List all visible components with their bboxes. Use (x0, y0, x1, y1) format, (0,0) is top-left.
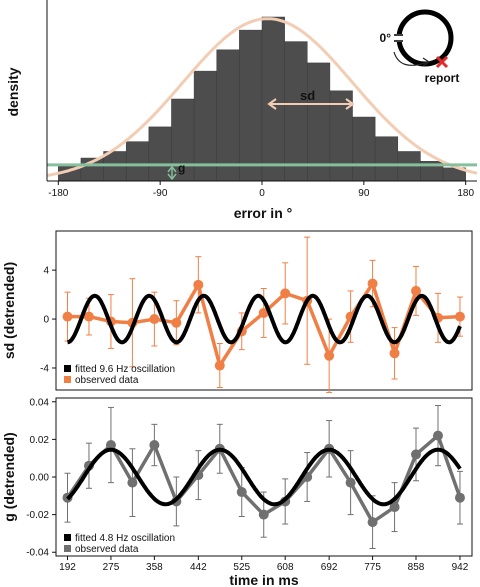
panel-sd-observed-point-4 (149, 314, 160, 325)
panel-sd-observed-point-16 (411, 285, 422, 296)
panel-g-legend-label-observed: observed data (75, 544, 139, 555)
ring-arrow (393, 51, 429, 66)
histogram-bar-9 (261, 16, 285, 182)
g-arrow-head-down (167, 173, 177, 181)
report-label: report (425, 71, 460, 85)
panel-sd-observed-point-1 (83, 311, 94, 322)
panel-g-observed-point-2 (105, 440, 116, 451)
panel-g-observed-point-8 (236, 487, 247, 498)
histogram-bar-13 (352, 116, 376, 182)
panel-g-legend-label-fit: fitted 4.8 Hz oscillation (75, 533, 175, 544)
x-tick-label-3: 442 (190, 562, 207, 573)
panel-sd-observed-point-12 (324, 350, 335, 361)
panel-g-ytick-label-3: -0.02 (26, 510, 49, 521)
panel-sd-observed-point-5 (171, 317, 182, 328)
report-cross-icon (435, 55, 449, 69)
histogram-bar-14 (374, 136, 399, 182)
panel-sd-ylabel: sd (detrended) (1, 262, 17, 359)
histogram-bar-8 (239, 29, 263, 182)
panel-g-observed-point-4 (149, 440, 160, 451)
gaussian-fit-curve (46, 17, 478, 177)
panel-g-ytick-label-4: -0.04 (26, 548, 49, 559)
panel-g-legend-swatch-observed (64, 545, 71, 552)
g-label: g (178, 161, 185, 175)
x-tick-label-7: 775 (364, 562, 381, 573)
panel-sd-legend-label-fit: fitted 9.6 Hz oscillation (75, 364, 175, 375)
panel-sd-observed-point-6 (193, 279, 204, 290)
g-arrow-head-up (167, 165, 177, 173)
panel-a-xtick-label-4: 180 (457, 188, 474, 199)
panel-g-ytick-label-2: 0.00 (30, 473, 50, 484)
x-tick-label-9: 942 (452, 562, 469, 573)
panel-a-xtick-label-2: 0 (259, 188, 265, 199)
panel-sd-observed-point-14 (367, 278, 378, 289)
panel-g-ytick-label-1: 0.02 (30, 435, 50, 446)
ring-zero-label: 0° (380, 31, 392, 45)
x-tick-label-0: 192 (59, 562, 76, 573)
panel-sd-observed-point-7 (214, 360, 225, 371)
panel-sd-legend-swatch-observed (64, 376, 71, 383)
panel-g-ytick-label-0: 0.04 (30, 397, 50, 408)
sd-arrow-head-left (267, 98, 277, 110)
panel-g-observed-point-16 (411, 449, 422, 460)
panel-g-fitted-oscillation-curve (66, 447, 462, 507)
panel-sd-frame (55, 230, 473, 391)
panel-g-observed-point-3 (127, 477, 138, 488)
panel-sd-observed-point-10 (280, 288, 291, 299)
histogram-bar-10 (284, 41, 308, 182)
ring-icon (396, 9, 454, 67)
x-tick-label-1: 275 (103, 562, 120, 573)
panel-sd-fitted-oscillation-curve (67, 293, 462, 345)
histogram-bar-11 (307, 62, 331, 182)
panel-sd-observed-point-9 (258, 307, 269, 318)
panel-sd-ytick-label-1: 0 (43, 315, 49, 326)
ring-gap (394, 34, 404, 42)
panel-g-observed-point-15 (389, 502, 400, 513)
panel-a-xtick-label-1: -90 (153, 188, 168, 199)
x-tick-label-2: 358 (146, 562, 163, 573)
sd-label: sd (300, 88, 315, 103)
histogram-bar-3 (125, 141, 150, 182)
panel-sd-observed-point-18 (454, 311, 465, 322)
sd-arrow-head-right (345, 98, 355, 110)
panel-a-ylabel: density (5, 67, 21, 116)
panel-a-xtick-label-3: 90 (358, 188, 370, 199)
panel-g-observed-point-17 (432, 430, 443, 441)
panel-a-xlabel: error in ° (234, 205, 293, 221)
panel-sd-legend-swatch-fit (64, 365, 71, 372)
panel-sd-observed-point-15 (389, 348, 400, 359)
panel-sd-ytick-label-0: 4 (43, 266, 49, 277)
histogram-bar-4 (148, 126, 172, 182)
panel-g-observed-point-14 (367, 517, 378, 528)
panel-sd-observed-point-0 (62, 311, 73, 322)
x-axis-title: time in ms (229, 572, 298, 587)
x-tick-label-8: 858 (408, 562, 425, 573)
x-tick-label-5: 608 (277, 562, 294, 573)
x-tick-label-6: 692 (321, 562, 338, 573)
panel-g-observed-point-9 (258, 509, 269, 520)
panel-g-legend-swatch-fit (64, 534, 71, 541)
panel-g-observed-point-13 (345, 477, 356, 488)
panel-sd-legend-label-observed: observed data (75, 375, 139, 386)
ring-arrow-head (422, 57, 431, 67)
histogram-bar-7 (216, 49, 240, 182)
panel-g-ylabel: g (detrended) (1, 432, 17, 521)
panel-a-xtick-label-0: -180 (48, 188, 68, 199)
x-tick-label-4: 525 (233, 562, 250, 573)
panel-sd-ytick-label-2: -4 (40, 363, 49, 374)
panel-g-observed-point-18 (454, 492, 465, 503)
